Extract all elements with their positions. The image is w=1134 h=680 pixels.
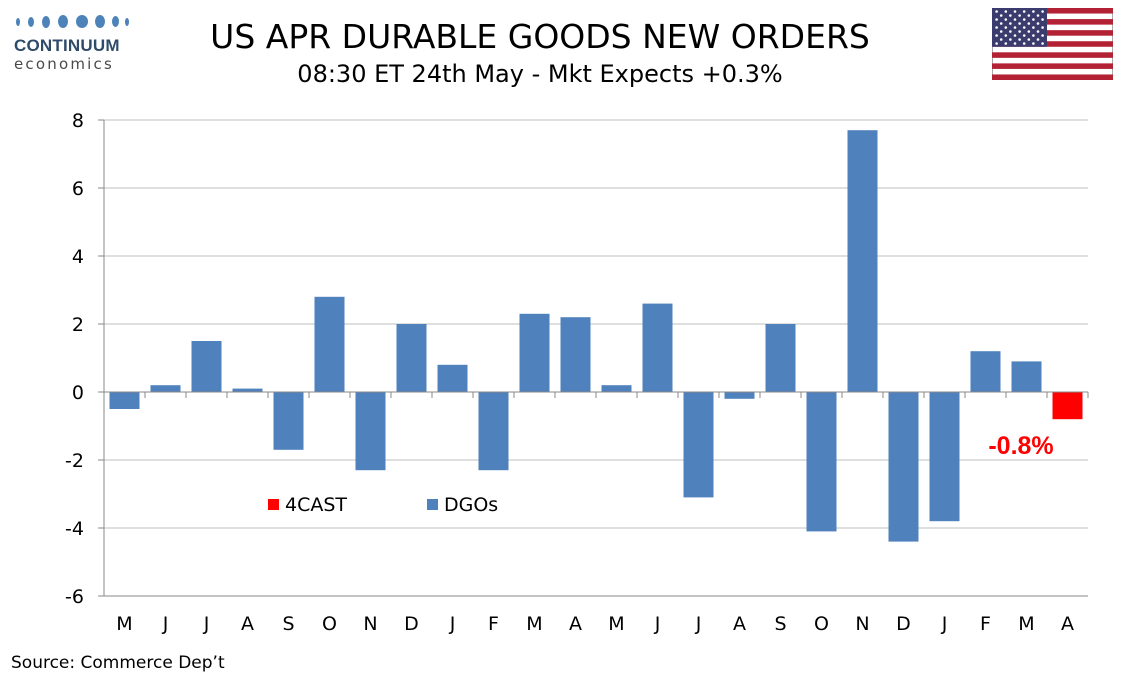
dgo-bar (396, 324, 427, 392)
dgo-bar (1011, 361, 1042, 392)
dgo-bar (970, 351, 1001, 392)
dgo-bar (888, 392, 919, 542)
legend-label: DGOs (444, 494, 498, 516)
x-tick-label: O (814, 613, 829, 635)
x-tick-label: D (896, 613, 911, 635)
x-tick-label: S (774, 613, 786, 635)
legend-label: 4CAST (285, 494, 347, 516)
continuum-logo: CONTINUUM economics (14, 14, 132, 73)
x-tick-label: F (980, 613, 991, 635)
x-tick-label: J (449, 613, 456, 635)
dgo-bar (314, 296, 345, 392)
dgo-bar (642, 303, 673, 392)
chart-title: US APR DURABLE GOODS NEW ORDERS (210, 17, 870, 56)
dgo-bar (273, 392, 304, 450)
forecast-annotation: -0.8% (988, 432, 1053, 460)
dgo-bar (191, 341, 222, 392)
forecast-bar (1052, 392, 1083, 420)
gridlines (104, 119, 1088, 597)
x-tick-label: M (526, 613, 542, 635)
x-tick-label: A (1061, 613, 1074, 635)
dgo-bar (560, 317, 591, 392)
dgo-bar (765, 324, 796, 392)
y-tick-label: 8 (72, 110, 84, 132)
y-tick-label: -4 (65, 518, 84, 540)
x-tick-label: J (162, 613, 169, 635)
us-flag-icon (992, 8, 1113, 80)
x-tick-label: A (733, 613, 746, 635)
x-tick-label: M (608, 613, 624, 635)
y-tick-label: 2 (72, 314, 84, 336)
legend-swatch (427, 499, 438, 510)
dgo-bar (519, 313, 550, 392)
y-tick-label: 4 (72, 246, 84, 268)
x-tick-label: M (116, 613, 132, 635)
dgo-bar (478, 392, 509, 471)
x-tick-label: J (203, 613, 210, 635)
axes (98, 119, 1089, 597)
dgo-bar (683, 392, 714, 498)
dgo-bar (806, 392, 837, 532)
dgo-bar (847, 130, 878, 392)
dgo-bar (601, 385, 632, 392)
x-tick-label: J (695, 613, 702, 635)
x-tick-label: N (363, 613, 377, 635)
dgo-bar (929, 392, 960, 522)
legend-swatch (268, 499, 279, 510)
dgo-bar (355, 392, 386, 471)
y-tick-label: -2 (65, 450, 84, 472)
dgo-bar (109, 392, 140, 409)
x-tick-label: J (941, 613, 948, 635)
x-tick-label: D (404, 613, 419, 635)
x-tick-label: M (1018, 613, 1034, 635)
y-tick-label: 6 (72, 178, 84, 200)
x-tick-label: S (282, 613, 294, 635)
legend: 4CAST DGOs (268, 494, 498, 516)
y-tick-label: 0 (72, 382, 84, 404)
logo-name: CONTINUUM (14, 36, 120, 55)
logo-dots-icon (14, 14, 132, 36)
dgo-bar (437, 364, 468, 392)
dgo-bar (232, 388, 263, 392)
logo-subtitle: economics (14, 55, 114, 73)
axis-labels: 8 6 4 2 0 -2 -4 -6 M J J A S O N D J F M A M J J A S O N D J F M A (65, 110, 1074, 635)
x-tick-label: O (322, 613, 337, 635)
bars (109, 130, 1083, 542)
x-tick-label: F (488, 613, 499, 635)
x-tick-label: A (569, 613, 582, 635)
x-tick-label: J (654, 613, 661, 635)
x-tick-label: N (855, 613, 869, 635)
dgo-bar (150, 385, 181, 392)
dgo-bar (724, 392, 755, 399)
chart-subtitle: 08:30 ET 24th May - Mkt Expects +0.3% (297, 60, 783, 88)
y-tick-label: -6 (65, 586, 84, 608)
x-tick-label: A (241, 613, 254, 635)
source-note: Source: Commerce Dep’t (11, 653, 225, 673)
